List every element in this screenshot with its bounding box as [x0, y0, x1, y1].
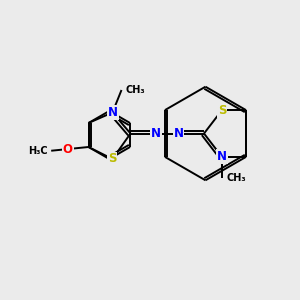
Text: N: N — [108, 106, 118, 119]
Text: CH₃: CH₃ — [126, 85, 146, 95]
Text: CH₃: CH₃ — [226, 173, 246, 183]
Text: S: S — [218, 103, 226, 117]
Text: N: N — [151, 127, 161, 140]
Text: N: N — [173, 127, 184, 140]
Text: N: N — [217, 150, 227, 164]
Text: O: O — [63, 142, 73, 156]
Text: S: S — [108, 152, 116, 166]
Text: H₃C: H₃C — [28, 146, 48, 156]
